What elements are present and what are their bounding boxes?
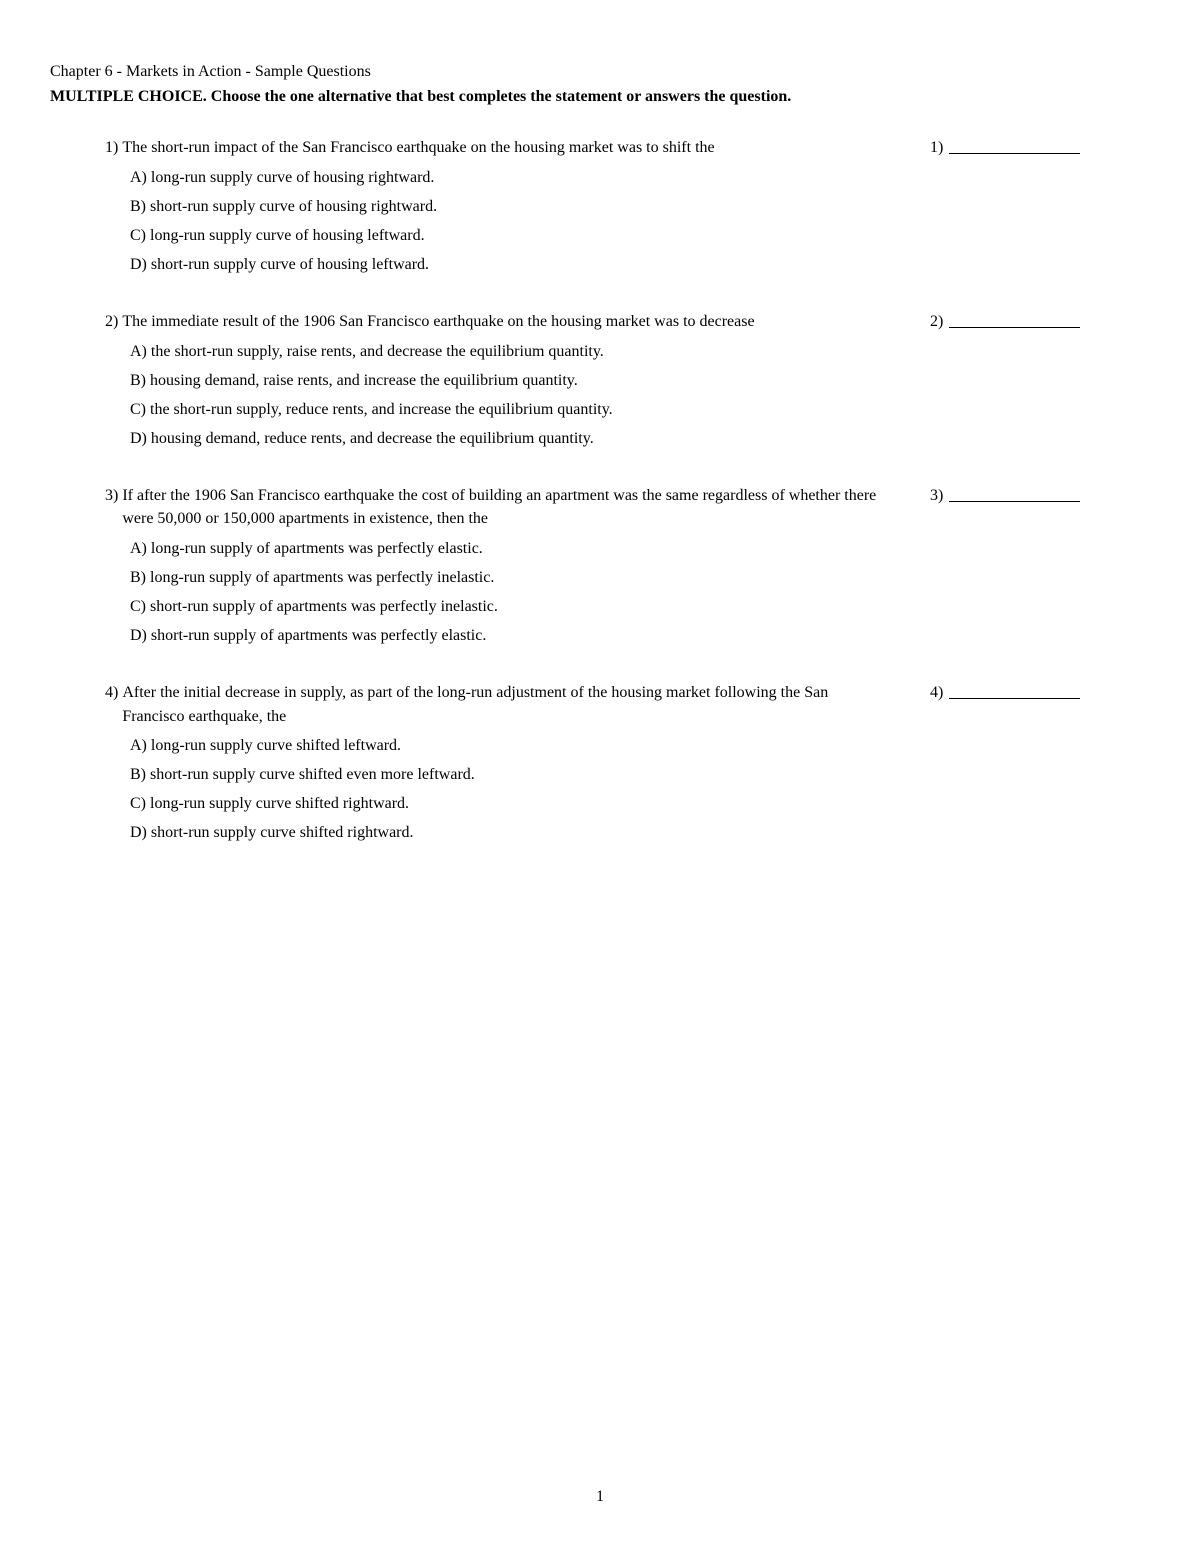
answer-blank[interactable] xyxy=(949,484,1080,502)
question-line: 1) The short-run impact of the San Franc… xyxy=(105,136,890,159)
option: A) long-run supply curve of housing righ… xyxy=(130,166,890,189)
answer-slot: 4) xyxy=(930,681,1080,850)
option: B) short-run supply curve shifted even m… xyxy=(130,763,890,786)
option-text: short-run supply curve of housing rightw… xyxy=(150,195,890,218)
question-number: 4) xyxy=(105,681,118,704)
option-text: housing demand, reduce rents, and decrea… xyxy=(151,427,890,450)
option: C) long-run supply curve of housing left… xyxy=(130,224,890,247)
option-letter: A) xyxy=(130,537,147,560)
page: Chapter 6 - Markets in Action - Sample Q… xyxy=(0,0,1200,1553)
question-block: 1) The short-run impact of the San Franc… xyxy=(50,136,1150,282)
option: B) housing demand, raise rents, and incr… xyxy=(130,369,890,392)
answer-slot: 1) xyxy=(930,136,1080,282)
option: B) short-run supply curve of housing rig… xyxy=(130,195,890,218)
option-text: short-run supply of apartments was perfe… xyxy=(151,624,890,647)
answer-number: 4) xyxy=(930,681,943,704)
page-number: 1 xyxy=(0,1485,1200,1508)
option-letter: B) xyxy=(130,566,146,589)
answer-blank[interactable] xyxy=(949,310,1080,328)
question-main: 1) The short-run impact of the San Franc… xyxy=(50,136,890,282)
option-text: housing demand, raise rents, and increas… xyxy=(150,369,890,392)
question-number: 3) xyxy=(105,484,118,507)
option-letter: C) xyxy=(130,224,146,247)
option: A) the short-run supply, raise rents, an… xyxy=(130,340,890,363)
option-text: short-run supply of apartments was perfe… xyxy=(150,595,890,618)
question-block: 3) If after the 1906 San Francisco earth… xyxy=(50,484,1150,653)
answer-blank[interactable] xyxy=(949,136,1080,154)
answer-blank[interactable] xyxy=(949,681,1080,699)
options-list: A) long-run supply of apartments was per… xyxy=(105,537,890,648)
options-list: A) long-run supply curve shifted leftwar… xyxy=(105,734,890,845)
option-text: long-run supply curve shifted rightward. xyxy=(150,792,890,815)
question-block: 2) The immediate result of the 1906 San … xyxy=(50,310,1150,456)
option-letter: B) xyxy=(130,763,146,786)
option: A) long-run supply of apartments was per… xyxy=(130,537,890,560)
answer-number: 2) xyxy=(930,310,943,333)
option-letter: D) xyxy=(130,821,147,844)
question-line: 3) If after the 1906 San Francisco earth… xyxy=(105,484,890,530)
question-stem: The immediate result of the 1906 San Fra… xyxy=(122,310,890,333)
option-text: long-run supply curve of housing rightwa… xyxy=(151,166,890,189)
option-text: long-run supply of apartments was perfec… xyxy=(150,566,890,589)
option: C) the short-run supply, reduce rents, a… xyxy=(130,398,890,421)
option-letter: A) xyxy=(130,340,147,363)
question-main: 4) After the initial decrease in supply,… xyxy=(50,681,890,850)
option: D) short-run supply curve of housing lef… xyxy=(130,253,890,276)
options-list: A) long-run supply curve of housing righ… xyxy=(105,166,890,277)
option-text: short-run supply curve shifted even more… xyxy=(150,763,890,786)
option: D) short-run supply curve shifted rightw… xyxy=(130,821,890,844)
option-letter: B) xyxy=(130,369,146,392)
option-text: short-run supply curve shifted rightward… xyxy=(151,821,890,844)
answer-slot: 2) xyxy=(930,310,1080,456)
answer-number: 3) xyxy=(930,484,943,507)
question-line: 4) After the initial decrease in supply,… xyxy=(105,681,890,727)
question-main: 3) If after the 1906 San Francisco earth… xyxy=(50,484,890,653)
option-letter: D) xyxy=(130,624,147,647)
option-letter: A) xyxy=(130,734,147,757)
question-main: 2) The immediate result of the 1906 San … xyxy=(50,310,890,456)
option-letter: C) xyxy=(130,595,146,618)
option-letter: C) xyxy=(130,792,146,815)
option-text: the short-run supply, reduce rents, and … xyxy=(150,398,890,421)
question-number: 2) xyxy=(105,310,118,333)
chapter-title: Chapter 6 - Markets in Action - Sample Q… xyxy=(50,60,1150,83)
answer-number: 1) xyxy=(930,136,943,159)
option-letter: D) xyxy=(130,427,147,450)
option-letter: A) xyxy=(130,166,147,189)
option: D) short-run supply of apartments was pe… xyxy=(130,624,890,647)
option-text: the short-run supply, raise rents, and d… xyxy=(151,340,890,363)
option-letter: D) xyxy=(130,253,147,276)
question-stem: The short-run impact of the San Francisc… xyxy=(122,136,890,159)
question-stem: After the initial decrease in supply, as… xyxy=(122,681,890,727)
option: C) short-run supply of apartments was pe… xyxy=(130,595,890,618)
question-line: 2) The immediate result of the 1906 San … xyxy=(105,310,890,333)
questions-container: 1) The short-run impact of the San Franc… xyxy=(50,136,1150,850)
option: B) long-run supply of apartments was per… xyxy=(130,566,890,589)
option-letter: C) xyxy=(130,398,146,421)
options-list: A) the short-run supply, raise rents, an… xyxy=(105,340,890,451)
option: A) long-run supply curve shifted leftwar… xyxy=(130,734,890,757)
option-text: long-run supply curve of housing leftwar… xyxy=(150,224,890,247)
option: D) housing demand, reduce rents, and dec… xyxy=(130,427,890,450)
option-letter: B) xyxy=(130,195,146,218)
instructions: MULTIPLE CHOICE. Choose the one alternat… xyxy=(50,85,1150,108)
option-text: long-run supply of apartments was perfec… xyxy=(151,537,890,560)
option: C) long-run supply curve shifted rightwa… xyxy=(130,792,890,815)
answer-slot: 3) xyxy=(930,484,1080,653)
option-text: long-run supply curve shifted leftward. xyxy=(151,734,890,757)
option-text: short-run supply curve of housing leftwa… xyxy=(151,253,890,276)
question-number: 1) xyxy=(105,136,118,159)
question-block: 4) After the initial decrease in supply,… xyxy=(50,681,1150,850)
question-stem: If after the 1906 San Francisco earthqua… xyxy=(122,484,890,530)
